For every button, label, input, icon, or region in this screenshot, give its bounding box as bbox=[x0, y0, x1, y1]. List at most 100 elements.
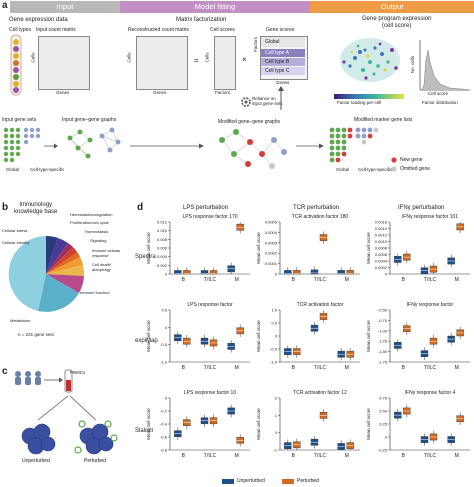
x-tick-label: B bbox=[292, 453, 296, 459]
y-axis-label: Mean cell score bbox=[256, 320, 261, 352]
x-tick-label: B bbox=[292, 277, 296, 283]
y-tick-label: 0.0008 bbox=[375, 246, 388, 251]
x-tick-label: T/ILC bbox=[424, 453, 437, 459]
x-tick-label: M bbox=[235, 277, 239, 283]
factor-distribution-label: Factor distribution bbox=[422, 100, 458, 105]
y-tick-label: 0.50 bbox=[379, 409, 388, 414]
slice-label-homeostasis: Homeostasis bbox=[85, 229, 109, 234]
perturbed-label: Perturbed bbox=[84, 458, 106, 464]
box-perturbed bbox=[346, 270, 354, 275]
x-tick-label: T/ILC bbox=[314, 277, 327, 283]
x-tick-label: B bbox=[402, 453, 406, 459]
y-tick-label: -0.6 bbox=[160, 435, 168, 440]
y-tick-label: 0.0006 bbox=[375, 252, 388, 257]
slice-label-immune-function: Immune function bbox=[80, 290, 110, 295]
y-tick-label: -1 bbox=[273, 448, 277, 453]
y-tick-label: -1.25 bbox=[378, 339, 388, 344]
genes-axis-label-1: Genes bbox=[56, 90, 70, 95]
y-tick-label: -0.25 bbox=[378, 448, 388, 453]
genes-axis-label-3: Genes bbox=[276, 80, 290, 85]
unperturbed-label: Unperturbed bbox=[22, 458, 50, 464]
slice-label-cell-death: Cell death/ autophagy bbox=[92, 262, 112, 272]
y-tick-label: 0.004 bbox=[157, 254, 168, 259]
x-tick-label: M bbox=[455, 365, 459, 371]
x-tick-label: M bbox=[235, 453, 239, 459]
y-tick-label: 0.0002 bbox=[375, 265, 388, 270]
row-label-slalom: Slalom bbox=[135, 428, 154, 434]
subplot-title: TCR activation factor 12 bbox=[293, 390, 347, 396]
box-perturbed bbox=[293, 270, 301, 275]
perturbation-schematic bbox=[15, 369, 118, 455]
gene-scores-matrix: Global Cell type A Cell type B Cell type… bbox=[260, 36, 308, 80]
new-gene-label: New gene bbox=[400, 157, 423, 163]
y-tick-label: -1.00 bbox=[378, 328, 388, 333]
gene-score-row-global: Global bbox=[261, 37, 305, 47]
gene-score-row-a: Cell type A bbox=[261, 49, 305, 57]
input-gene-set-dots bbox=[3, 127, 41, 163]
y-tick-label: 0 bbox=[165, 272, 168, 277]
gene-score-row-b: Cell type B bbox=[261, 58, 305, 66]
reconstructed-matrix-label: Reconstructed count matrix bbox=[128, 27, 189, 33]
box-unperturbed bbox=[284, 270, 292, 275]
y-tick-label: 0.25 bbox=[379, 422, 388, 427]
factors-axis-label-1: Factors bbox=[215, 90, 231, 95]
y-tick-label: 0.0012 bbox=[375, 233, 388, 238]
y-tick-label: -0.2 bbox=[160, 409, 168, 414]
y-axis-label: Mean cell score bbox=[146, 408, 151, 440]
x-tick-label: M bbox=[345, 453, 349, 459]
global-label-2: Global bbox=[336, 167, 350, 172]
y-tick-label: 0.0002 bbox=[265, 251, 278, 256]
slice-label-metabolism: Metabolism bbox=[10, 318, 31, 323]
omitted-gene-label: Omitted gene bbox=[400, 166, 431, 172]
y-tick-label: -1.50 bbox=[378, 349, 388, 354]
y-tick-label: 0 bbox=[275, 272, 278, 277]
x-tick-label: T/ILC bbox=[424, 365, 437, 371]
y-axis-label: Mean cell score bbox=[146, 320, 151, 352]
slice-label-cellular-stress: Cellular stress bbox=[2, 228, 28, 233]
cell-types-label: Cell types bbox=[9, 27, 31, 33]
modified-lists-label: Modified marker gene lists bbox=[354, 117, 413, 123]
y-tick-label: 0.012 bbox=[157, 220, 168, 225]
slice-label-proliferation: Proliferation/cell cycle bbox=[70, 220, 109, 225]
gene-score-row-c: Cell type C bbox=[261, 67, 305, 75]
pbmcs-label: PBMCs bbox=[70, 370, 86, 375]
input-count-matrix bbox=[38, 36, 90, 90]
y-tick-label: 0.008 bbox=[157, 237, 168, 242]
y-tick-label: 0.010 bbox=[157, 228, 168, 233]
panel-label-b: b bbox=[2, 202, 9, 213]
y-tick-label: 1.0 bbox=[271, 308, 277, 313]
subplot-title: LPS response factor 170 bbox=[182, 214, 237, 220]
y-axis-label: Mean cell score bbox=[366, 320, 371, 352]
stage-input: Input bbox=[10, 1, 120, 13]
x-tick-label: B bbox=[292, 365, 296, 371]
y-tick-label: 0.0014 bbox=[375, 226, 388, 231]
global-label-1: Global bbox=[6, 167, 20, 172]
y-tick-label: 0.0003 bbox=[265, 240, 278, 245]
input-count-matrix-label: Input count matrix bbox=[36, 27, 76, 33]
slice-label-hemostasis: Hemostasis/coagulation bbox=[70, 212, 113, 217]
box-unperturbed bbox=[174, 270, 182, 275]
x-tick-label: T/ILC bbox=[424, 277, 437, 283]
knowledge-base-title: Immunology knowledge base bbox=[14, 202, 58, 215]
subplot-title: IFNγ response factor bbox=[407, 302, 454, 308]
column-title-lps: LPS perturbation bbox=[183, 205, 229, 211]
panel-label-d: d bbox=[137, 202, 144, 213]
y-tick-label: -1.0 bbox=[270, 360, 278, 365]
y-tick-label: 0 bbox=[275, 334, 278, 339]
y-tick-label: 0 bbox=[385, 272, 388, 277]
y-tick-label: 1 bbox=[275, 413, 278, 418]
cell-type-specific-label-1: Cell-type-specific bbox=[30, 167, 65, 172]
y-tick-label: 0.0005 bbox=[265, 220, 278, 225]
row-label-spectra: Spectra bbox=[135, 254, 156, 260]
y-tick-label: 0.0004 bbox=[265, 230, 278, 235]
gene-sets-count: n = 231 gene sets bbox=[18, 332, 54, 337]
legend-swatch-unperturbed bbox=[222, 479, 234, 484]
legend-swatch-perturbed bbox=[282, 479, 294, 484]
stage-output: Output bbox=[310, 1, 474, 13]
umap-plot bbox=[340, 38, 400, 82]
x-tick-label: B bbox=[402, 365, 406, 371]
x-tick-label: T/ILC bbox=[204, 453, 217, 459]
box-unperturbed bbox=[337, 270, 345, 275]
y-tick-label: 0 bbox=[165, 396, 168, 401]
y-tick-label: -1.0 bbox=[160, 360, 168, 365]
